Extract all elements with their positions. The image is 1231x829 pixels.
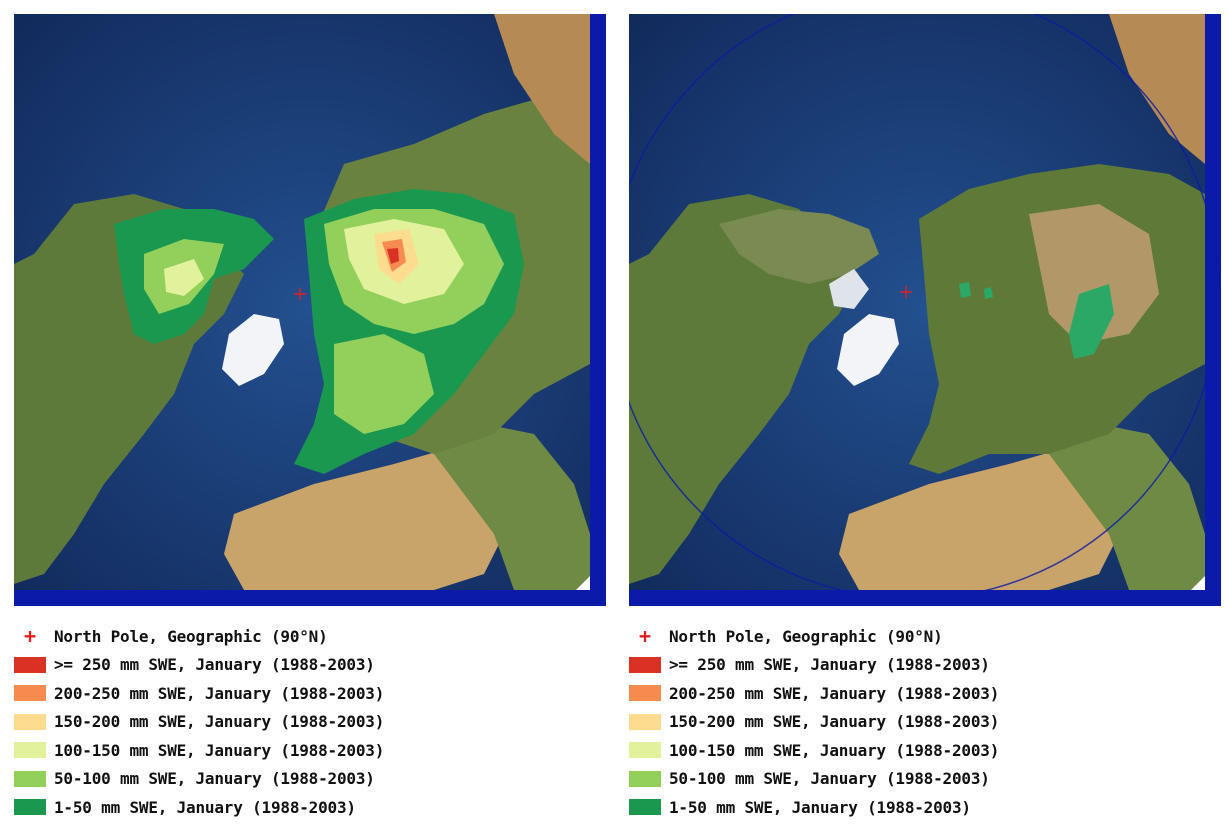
legend-row: 150-200 mm SWE, January (1988-2003) bbox=[629, 708, 1221, 737]
legend-swatch bbox=[14, 713, 46, 730]
map-right-graphic bbox=[629, 14, 1221, 606]
plus-icon: + bbox=[23, 624, 37, 649]
legend-label: 1-50 mm SWE, January (1988-2003) bbox=[669, 797, 971, 817]
legend-label: 150-200 mm SWE, January (1988-2003) bbox=[669, 712, 1000, 732]
legend-row: 1-50 mm SWE, January (1988-2003) bbox=[14, 793, 606, 822]
panel-right: + North Pole, Geographic (90°N) >= 250 m… bbox=[629, 14, 1221, 822]
legend-swatch bbox=[629, 713, 661, 730]
legend-label: 1-50 mm SWE, January (1988-2003) bbox=[54, 797, 356, 817]
legend-row: 100-150 mm SWE, January (1988-2003) bbox=[629, 736, 1221, 765]
legend-swatch bbox=[14, 799, 46, 816]
map-right[interactable] bbox=[629, 14, 1221, 606]
legend-label: 100-150 mm SWE, January (1988-2003) bbox=[54, 740, 385, 760]
legend-row: 200-250 mm SWE, January (1988-2003) bbox=[14, 679, 606, 708]
legend-left: + North Pole, Geographic (90°N) >= 250 m… bbox=[14, 622, 606, 822]
legend-row-pole: + North Pole, Geographic (90°N) bbox=[629, 622, 1221, 651]
legend-swatch bbox=[629, 770, 661, 787]
legend-label: >= 250 mm SWE, January (1988-2003) bbox=[669, 655, 990, 675]
panel-left: + North Pole, Geographic (90°N) >= 250 m… bbox=[14, 14, 606, 822]
map-left[interactable] bbox=[14, 14, 606, 606]
legend-swatch bbox=[629, 799, 661, 816]
legend-row: 200-250 mm SWE, January (1988-2003) bbox=[629, 679, 1221, 708]
legend-row: 100-150 mm SWE, January (1988-2003) bbox=[14, 736, 606, 765]
legend-swatch bbox=[14, 656, 46, 673]
legend-row: 50-100 mm SWE, January (1988-2003) bbox=[14, 765, 606, 794]
legend-right: + North Pole, Geographic (90°N) >= 250 m… bbox=[629, 622, 1221, 822]
legend-row-pole: + North Pole, Geographic (90°N) bbox=[14, 622, 606, 651]
plus-icon: + bbox=[638, 624, 652, 649]
legend-swatch bbox=[629, 656, 661, 673]
legend-label: 150-200 mm SWE, January (1988-2003) bbox=[54, 712, 385, 732]
legend-row: >= 250 mm SWE, January (1988-2003) bbox=[14, 651, 606, 680]
legend-label-pole: North Pole, Geographic (90°N) bbox=[54, 626, 328, 646]
legend-swatch bbox=[14, 770, 46, 787]
legend-swatch bbox=[14, 685, 46, 702]
map-left-graphic bbox=[14, 14, 606, 606]
legend-label: >= 250 mm SWE, January (1988-2003) bbox=[54, 655, 375, 675]
legend-row: 50-100 mm SWE, January (1988-2003) bbox=[629, 765, 1221, 794]
legend-swatch bbox=[14, 742, 46, 759]
legend-swatch bbox=[629, 685, 661, 702]
legend-label: 200-250 mm SWE, January (1988-2003) bbox=[669, 683, 1000, 703]
legend-swatch bbox=[629, 742, 661, 759]
legend-row: >= 250 mm SWE, January (1988-2003) bbox=[629, 651, 1221, 680]
legend-label: 50-100 mm SWE, January (1988-2003) bbox=[669, 769, 990, 789]
legend-label: 200-250 mm SWE, January (1988-2003) bbox=[54, 683, 385, 703]
legend-label: 50-100 mm SWE, January (1988-2003) bbox=[54, 769, 375, 789]
legend-row: 150-200 mm SWE, January (1988-2003) bbox=[14, 708, 606, 737]
legend-label: 100-150 mm SWE, January (1988-2003) bbox=[669, 740, 1000, 760]
legend-row: 1-50 mm SWE, January (1988-2003) bbox=[629, 793, 1221, 822]
legend-label-pole: North Pole, Geographic (90°N) bbox=[669, 626, 943, 646]
